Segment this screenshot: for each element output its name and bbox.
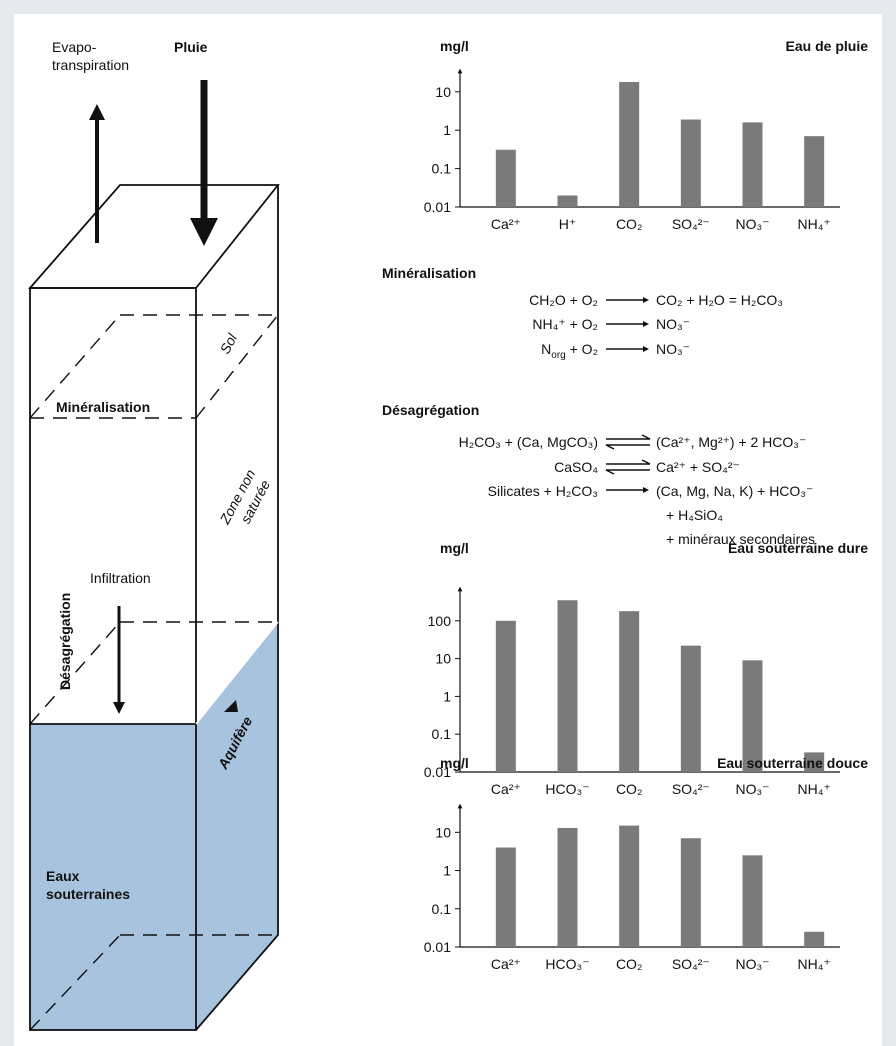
- y-tick-label: 0.1: [432, 901, 452, 917]
- bar: [681, 646, 701, 772]
- eq-right: Ca²⁺ + SO₄²⁻: [656, 459, 740, 475]
- bar: [558, 600, 578, 772]
- bar: [804, 136, 824, 207]
- y-label: mg/l: [440, 755, 469, 771]
- x-tick-label: SO₄²⁻: [672, 781, 710, 797]
- chart-title: Eau souterraine dure: [728, 540, 868, 556]
- label-line: Eaux: [46, 868, 80, 884]
- bar: [558, 828, 578, 947]
- bar: [619, 611, 639, 772]
- section-title: Minéralisation: [382, 265, 476, 281]
- x-tick-label: NH₄⁺: [798, 216, 831, 232]
- y-tick-label: 10: [435, 651, 451, 667]
- x-tick-label: NO₃⁻: [735, 216, 769, 232]
- eq-right: NO₃⁻: [656, 341, 690, 357]
- eq-left: Silicates + H₂CO₃: [488, 483, 598, 499]
- eq-left: CH₂O + O₂: [529, 292, 598, 308]
- x-tick-label: NH₄⁺: [798, 956, 831, 972]
- bar: [681, 838, 701, 947]
- eq-part: N: [541, 341, 551, 357]
- x-tick-label: SO₄²⁻: [672, 216, 710, 232]
- y-tick-label: 0.01: [424, 199, 451, 215]
- bar: [743, 855, 763, 947]
- x-tick-label: HCO₃⁻: [545, 956, 589, 972]
- y-tick-label: 0.01: [424, 939, 451, 955]
- eq-right: NO₃⁻: [656, 316, 690, 332]
- label-line: Evapo-: [52, 39, 97, 55]
- bar: [681, 120, 701, 207]
- eq-right: + H₄SiO₄: [666, 507, 723, 523]
- y-tick-label: 100: [428, 613, 452, 629]
- y-tick-label: 10: [435, 824, 451, 840]
- eq-part: org: [551, 350, 565, 361]
- bar: [558, 195, 578, 207]
- eq-left: CaSO₄: [554, 459, 598, 475]
- page: Evapo-transpiration Pluie Sol Minéralisa…: [0, 0, 896, 1046]
- section-title: Désagrégation: [382, 402, 479, 418]
- bar: [496, 150, 516, 207]
- y-tick-label: 1: [443, 863, 451, 879]
- x-tick-label: SO₄²⁻: [672, 956, 710, 972]
- x-tick-label: Ca²⁺: [491, 781, 521, 797]
- bar: [619, 82, 639, 207]
- chart-title: Eau de pluie: [786, 38, 869, 54]
- figure: Evapo-transpiration Pluie Sol Minéralisa…: [0, 0, 896, 1046]
- label: Pluie: [174, 39, 208, 55]
- x-tick-label: CO₂: [616, 956, 642, 972]
- y-tick-label: 1: [443, 122, 451, 138]
- x-tick-label: NO₃⁻: [735, 956, 769, 972]
- y-tick-label: 0.1: [432, 726, 452, 742]
- bar: [496, 621, 516, 772]
- y-label: mg/l: [440, 38, 469, 54]
- bar: [804, 932, 824, 947]
- eq-right: (Ca²⁺, Mg²⁺) + 2 HCO₃⁻: [656, 434, 806, 450]
- bar: [743, 122, 763, 207]
- x-tick-label: NH₄⁺: [798, 781, 831, 797]
- eq-left: NH₄⁺ + O₂: [532, 316, 598, 332]
- label: Infiltration: [90, 570, 151, 586]
- y-tick-label: 10: [435, 84, 451, 100]
- label: Désagrégation: [57, 593, 73, 690]
- label: Minéralisation: [56, 399, 150, 415]
- x-tick-label: Ca²⁺: [491, 956, 521, 972]
- y-tick-label: 1: [443, 688, 451, 704]
- x-tick-label: CO₂: [616, 216, 642, 232]
- x-tick-label: HCO₃⁻: [545, 781, 589, 797]
- label-line: souterraines: [46, 886, 130, 902]
- label-line: transpiration: [52, 57, 129, 73]
- eq-left: H₂CO₃ + (Ca, MgCO₃): [459, 434, 598, 450]
- y-tick-label: 0.1: [432, 161, 452, 177]
- x-tick-label: Ca²⁺: [491, 216, 521, 232]
- chart-title: Eau souterraine douce: [717, 755, 868, 771]
- eq-part: + O₂: [566, 341, 598, 357]
- x-tick-label: H⁺: [559, 216, 577, 232]
- bar: [619, 826, 639, 947]
- x-tick-label: NO₃⁻: [735, 781, 769, 797]
- y-label: mg/l: [440, 540, 469, 556]
- x-tick-label: CO₂: [616, 781, 642, 797]
- bar: [496, 848, 516, 947]
- eq-right: (Ca, Mg, Na, K) + HCO₃⁻: [656, 483, 813, 499]
- eq-right: CO₂ + H₂O = H₂CO₃: [656, 292, 783, 308]
